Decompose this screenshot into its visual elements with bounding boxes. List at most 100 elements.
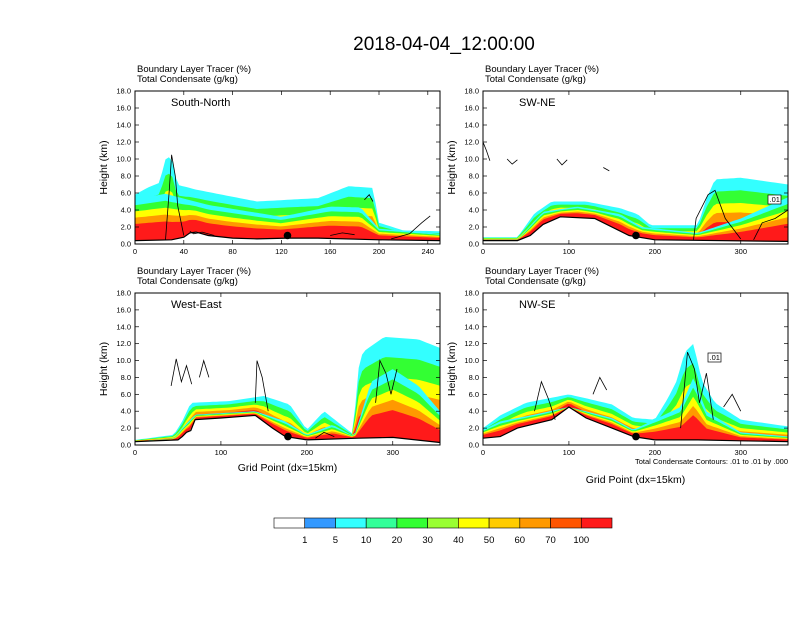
figure-title: 2018-04-04_12:00:00 (353, 34, 535, 55)
x-tick-label: 80 (228, 247, 236, 256)
y-tick-label: 4.0 (121, 407, 131, 416)
panel-header-condensate: Total Condensate (g/kg) (485, 74, 586, 85)
x-tick-label: 300 (734, 247, 747, 256)
y-tick-label: 6.0 (121, 390, 131, 399)
y-tick-label: 10.0 (116, 155, 131, 164)
y-tick-label: 4.0 (469, 407, 479, 416)
colorbar-label: 40 (453, 535, 464, 546)
y-tick-label: 14.0 (116, 121, 131, 130)
x-tick-label: 100 (215, 448, 228, 457)
panel-frame (134, 292, 441, 446)
y-tick-label: 14.0 (464, 121, 479, 130)
panel-sw-ne: Boundary Layer Tracer (%)Total Condensat… (446, 64, 789, 256)
terrain-fill (483, 216, 788, 244)
x-tick-label: 200 (373, 247, 386, 256)
y-axis-title: Height (km) (98, 140, 110, 194)
x-axis-title: Grid Point (dx=15km) (238, 462, 338, 474)
y-tick-label: 10.0 (464, 155, 479, 164)
condensate-contour-1 (483, 141, 491, 161)
colorbar-label: 70 (545, 535, 556, 546)
y-tick-label: 6.0 (469, 390, 479, 399)
y-tick-label: 10.0 (116, 356, 131, 365)
y-tick-label: 0.0 (121, 240, 131, 249)
x-tick-label: 100 (563, 448, 576, 457)
contour-label-frame (767, 194, 782, 205)
contour-label: .01 (710, 353, 720, 362)
y-tick-label: 0.0 (121, 441, 131, 450)
cross-section-center-marker (632, 231, 640, 240)
y-tick-label: 2.0 (121, 424, 131, 433)
terrain-line (483, 406, 788, 443)
y-tick-label: 18.0 (116, 87, 131, 96)
y-tick-label: 12.0 (464, 138, 479, 147)
x-tick-label: 200 (649, 448, 662, 457)
terrain-line (135, 231, 440, 242)
y-tick-label: 0.0 (469, 441, 479, 450)
condensate-contour-5 (364, 194, 374, 202)
condensate-contour-4 (375, 359, 398, 403)
x-tick-label: 0 (481, 448, 485, 457)
panel-nw-se: Boundary Layer Tracer (%)Total Condensat… (446, 266, 789, 486)
colorbar-label: 100 (573, 535, 589, 546)
x-tick-label: 300 (734, 448, 747, 457)
y-tick-label: 12.0 (116, 138, 131, 147)
y-tick-label: 18.0 (464, 87, 479, 96)
panel-frame (482, 292, 789, 446)
colorbar-swatch (304, 517, 336, 529)
panel-frame (134, 90, 441, 245)
x-tick-label: 200 (301, 448, 314, 457)
y-tick-label: 12.0 (464, 339, 479, 348)
y-tick-label: 8.0 (469, 172, 479, 181)
condensate-contour-2 (592, 376, 608, 395)
colorbar-swatch (365, 517, 398, 529)
x-tick-label: 160 (324, 247, 337, 256)
panel-header-tracer: Boundary Layer Tracer (%) (137, 64, 251, 75)
condensate-contour-4 (603, 167, 610, 172)
panel-label: NW-SE (519, 299, 555, 311)
plot-area (135, 154, 440, 244)
colorbar: 1 5 10 20 30 40 50 60 70 100 (273, 517, 613, 546)
y-tick-label: 16.0 (464, 104, 479, 113)
panel-label: South-North (171, 97, 230, 109)
condensate-contour-4 (391, 215, 431, 240)
condensate-contour-1 (170, 358, 193, 386)
y-tick-label: 8.0 (121, 373, 131, 382)
contour-label-box: .01 (707, 352, 722, 363)
terrain-fill (135, 415, 440, 445)
y-tick-label: 2.0 (121, 223, 131, 232)
x-tick-label: 100 (563, 247, 576, 256)
x-tick-label: 240 (422, 247, 435, 256)
plot-area (483, 141, 788, 244)
colorbar-label: 60 (515, 535, 526, 546)
condensate-contour-6 (753, 209, 788, 240)
condensate-contour-5 (315, 431, 335, 439)
colorbar-swatch (396, 517, 428, 529)
condensate-contour-2 (189, 230, 215, 236)
y-axis-title: Height (km) (98, 342, 110, 396)
colorbar-label: 10 (361, 535, 372, 546)
condensate-contour-5 (693, 189, 742, 240)
x-tick-label: 120 (275, 247, 288, 256)
y-tick-label: 16.0 (116, 305, 131, 314)
y-tick-label: 18.0 (464, 289, 479, 298)
condensate-contour-1 (534, 380, 556, 420)
y-tick-label: 16.0 (464, 305, 479, 314)
plot-area (483, 344, 788, 445)
colorbar-swatch (427, 517, 459, 529)
y-tick-label: 8.0 (469, 373, 479, 382)
contour-footnote: Total Condensate Contours: .01 to .01 by… (635, 457, 788, 466)
x-tick-label: 0 (133, 448, 137, 457)
x-tick-label: 300 (386, 448, 399, 457)
condensate-contour-2 (506, 158, 518, 165)
terrain-line (483, 216, 788, 242)
condensate-contour-3 (556, 158, 568, 166)
x-tick-label: 0 (481, 247, 485, 256)
colorbar-swatch (458, 517, 490, 529)
terrain-fill (483, 407, 788, 445)
panel-frame (482, 90, 789, 245)
y-tick-label: 6.0 (469, 189, 479, 198)
condensate-contour-4 (723, 393, 742, 412)
cross-section-center-marker (284, 432, 292, 441)
colorbar-label: 20 (392, 535, 403, 546)
x-tick-label: 200 (649, 247, 662, 256)
